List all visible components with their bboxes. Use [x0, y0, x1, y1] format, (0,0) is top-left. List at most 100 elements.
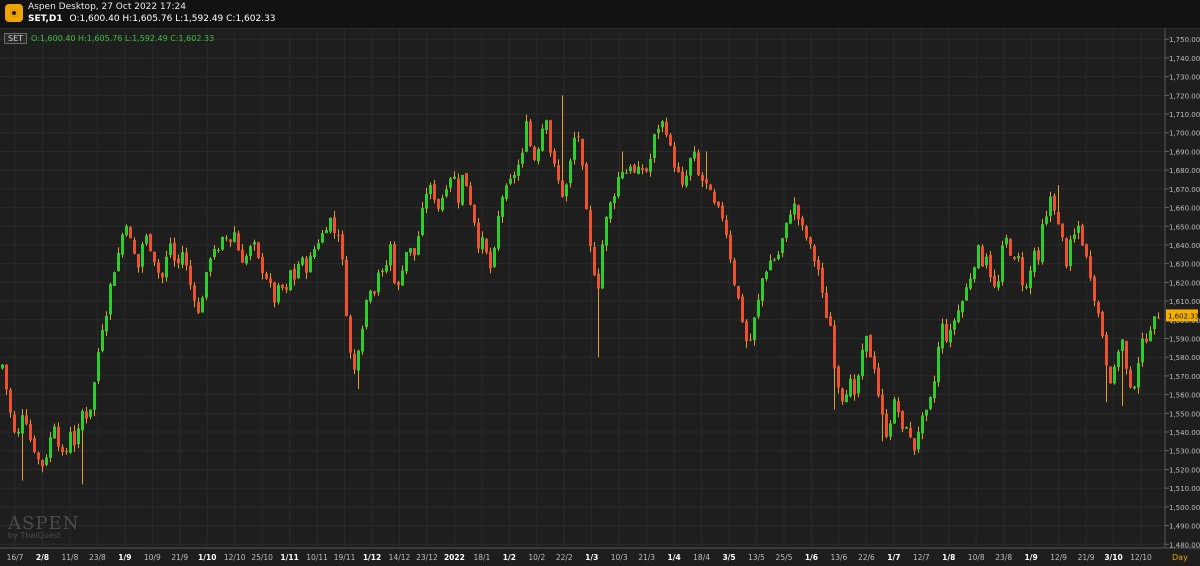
candle-down — [981, 246, 984, 267]
candle-up — [453, 176, 456, 179]
candle-down — [701, 175, 704, 181]
candle-down — [1057, 211, 1060, 225]
candle-up — [949, 329, 952, 343]
candle-up — [17, 431, 20, 434]
candle-down — [397, 282, 400, 286]
chart-grid — [0, 28, 1165, 548]
candle-down — [833, 325, 836, 369]
candle-up — [325, 230, 328, 234]
candle-down — [1089, 256, 1092, 279]
candle-down — [237, 233, 240, 251]
candle-up — [857, 375, 860, 394]
candle-down — [881, 394, 884, 415]
price-axis: 1,750.00 1,740.00 1,730.00 1,720.00 1,710.00… — [1165, 36, 1200, 549]
candle-down — [825, 292, 828, 319]
candle-down — [1013, 257, 1016, 259]
price-chart[interactable]: 1,750.00 1,740.00 1,730.00 1,720.00 1,710.00… — [0, 28, 1200, 566]
candle-down — [1009, 239, 1012, 256]
candle-up — [21, 415, 24, 434]
candle-up — [209, 258, 212, 272]
candle-down — [813, 245, 816, 262]
candle-up — [525, 121, 528, 152]
title-bar: Aspen Desktop, 27 Oct 2022 17:24 SET,D1 … — [0, 0, 1200, 29]
time-tick-label: 12/7 — [913, 553, 930, 562]
candle-down — [477, 222, 480, 249]
price-tick-label: 1,630.00 — [1169, 261, 1200, 269]
candle-down — [801, 218, 804, 226]
candle-down — [13, 414, 16, 433]
candle-down — [1065, 238, 1068, 267]
time-tick-label: 22/2 — [556, 553, 573, 562]
candle-down — [433, 183, 436, 200]
time-tick-label: 11/8 — [62, 553, 79, 562]
candle-down — [437, 199, 440, 209]
candle-down — [669, 134, 672, 146]
candle-up — [205, 272, 208, 298]
time-tick-label: 10/3 — [611, 553, 628, 562]
candle-down — [333, 217, 336, 234]
candle-down — [273, 282, 276, 303]
candle-up — [225, 237, 228, 239]
candle-down — [129, 227, 132, 239]
candle-up — [977, 245, 980, 269]
candle-down — [709, 184, 712, 191]
candle-up — [1113, 366, 1116, 384]
candle-down — [1085, 244, 1088, 257]
candle-up — [985, 256, 988, 266]
price-tick-label: 1,720.00 — [1169, 92, 1200, 100]
time-tick-label: 13/6 — [830, 553, 847, 562]
candle-down — [681, 171, 684, 185]
candle-up — [181, 252, 184, 265]
price-tick-label: 1,490.00 — [1169, 523, 1200, 531]
price-tick-label: 1,580.00 — [1169, 354, 1200, 362]
time-tick-label: 22/6 — [858, 553, 875, 562]
candle-up — [769, 260, 772, 271]
candle-down — [197, 302, 200, 313]
candle-up — [117, 252, 120, 271]
candle-up — [889, 423, 892, 437]
candle-down — [1145, 338, 1148, 343]
candle-up — [541, 128, 544, 151]
candle-up — [689, 158, 692, 176]
price-tick-label: 1,510.00 — [1169, 485, 1200, 493]
candle-up — [417, 236, 420, 255]
candles — [1, 95, 1160, 485]
candle-down — [697, 152, 700, 175]
legend-ohlc: O:1,600.40 H:1,605.76 L:1,592.49 C:1,602… — [31, 34, 215, 43]
candle-down — [137, 253, 140, 268]
candle-up — [377, 272, 380, 293]
candle-down — [473, 204, 476, 223]
candle-down — [1097, 302, 1100, 314]
candle-down — [281, 284, 284, 288]
candle-up — [201, 297, 204, 313]
price-tick-label: 1,650.00 — [1169, 223, 1200, 231]
candle-down — [465, 173, 468, 187]
candle-down — [529, 121, 532, 147]
candle-up — [1069, 239, 1072, 266]
candle-down — [161, 273, 164, 278]
candle-down — [553, 151, 556, 164]
candle-down — [829, 316, 832, 326]
instrument-tag[interactable]: SET — [4, 33, 28, 44]
candle-down — [869, 334, 872, 358]
candle-down — [673, 146, 676, 168]
candle-up — [317, 243, 320, 249]
candle-up — [649, 158, 652, 172]
candle-up — [297, 264, 300, 279]
window-title: Aspen Desktop, 27 Oct 2022 17:24 — [28, 2, 186, 12]
time-tick-label: 1/4 — [668, 553, 681, 562]
candle-up — [165, 256, 168, 278]
candle-down — [25, 415, 28, 425]
time-tick-label: 1/2 — [503, 553, 516, 562]
timeframe-label[interactable]: Day — [1172, 553, 1188, 562]
price-tick-label: 1,530.00 — [1169, 448, 1200, 456]
candle-up — [685, 175, 688, 186]
time-tick-label: 1/11 — [280, 553, 298, 562]
candle-down — [489, 251, 492, 269]
candle-down — [149, 234, 152, 252]
candle-down — [729, 234, 732, 260]
candle-up — [77, 428, 80, 444]
candle-up — [621, 172, 624, 179]
candle-down — [85, 411, 88, 419]
candle-up — [249, 246, 252, 256]
